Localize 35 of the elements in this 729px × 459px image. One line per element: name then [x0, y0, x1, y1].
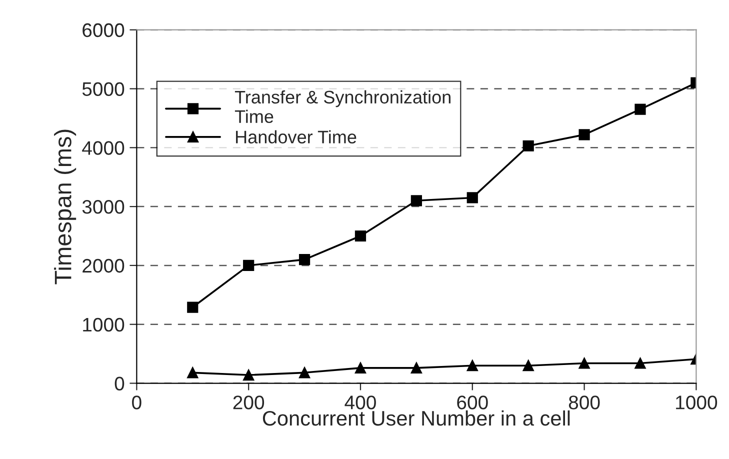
y-tick-label: 2000 [82, 258, 124, 273]
y-tick-label: 4000 [82, 141, 124, 155]
point [354, 230, 366, 242]
y-tick-label: 5000 [82, 82, 124, 96]
x-tick-label: 0 [132, 396, 142, 410]
point [243, 369, 254, 381]
point [578, 358, 590, 369]
point [522, 140, 534, 152]
point [410, 362, 422, 374]
point [634, 104, 646, 115]
x-tick-label: 600 [457, 396, 488, 410]
point [466, 192, 478, 204]
point [298, 367, 310, 378]
point [187, 302, 198, 313]
x-tick-label: 800 [568, 396, 600, 410]
point [298, 254, 310, 266]
y-tick-label: 6000 [82, 23, 124, 38]
y-tick-label: 1000 [83, 318, 124, 332]
point [354, 362, 366, 374]
y-tick-label: 3000 [82, 200, 124, 214]
x-axis-title: Concurrent User Number in a cell [262, 410, 570, 426]
point [466, 360, 478, 372]
x-tick-label: 1000 [676, 396, 718, 410]
point [578, 129, 590, 140]
y-axis-title: Timespan (ms) [54, 130, 76, 284]
point [410, 195, 422, 206]
point [634, 358, 646, 369]
x-tick-label: 400 [344, 396, 376, 410]
point [243, 260, 254, 272]
y-tick-label: 0 [114, 376, 124, 390]
point [187, 367, 198, 378]
point [522, 360, 534, 372]
legend-label: Transfer & Synchronization Time [234, 90, 450, 124]
x-tick-label: 200 [233, 396, 264, 410]
legend-label: Handover Time [236, 130, 356, 144]
